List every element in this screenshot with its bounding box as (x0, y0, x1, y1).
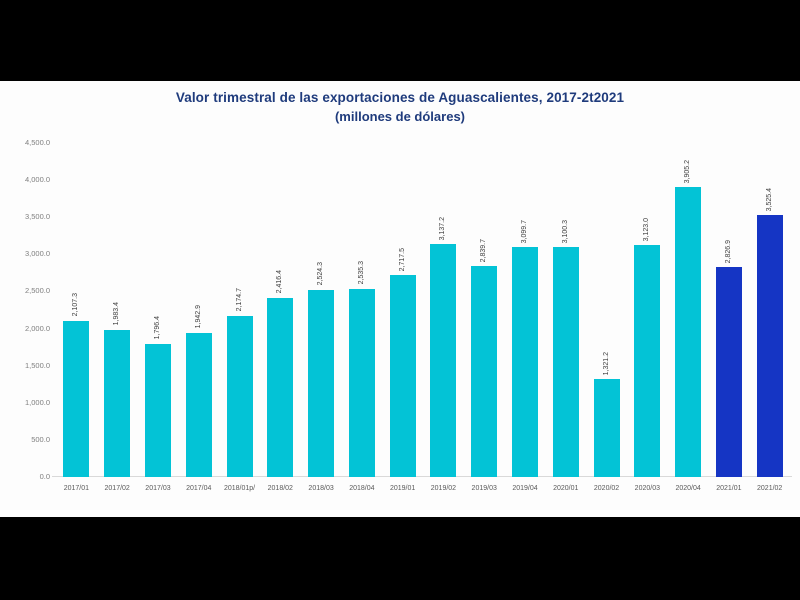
x-tick-label: 2020/01 (553, 485, 579, 492)
x-tick-label: 2018/01p/ (223, 485, 256, 492)
bar-slot: 3,100.3 2020/01 (545, 143, 586, 492)
bar-slot: 1,321.2 2020/02 (586, 143, 627, 492)
bar-slot: 3,905.2 2020/04 (668, 143, 709, 492)
x-tick-label: 2017/01 (63, 485, 90, 492)
bar-slot: 2,826.9 2021/01 (709, 143, 750, 492)
bar-slot: 3,525.4 2021/02 (749, 143, 790, 492)
bar (348, 288, 375, 477)
bar (267, 297, 294, 477)
bar-slot: 1,942.9 2017/04 (178, 143, 219, 492)
x-tick-label: 2017/03 (145, 485, 171, 492)
bar-slot: 3,099.7 2019/04 (505, 143, 546, 492)
x-tick-label: 2020/03 (634, 485, 660, 492)
bar (471, 266, 498, 477)
bar (675, 187, 702, 477)
bar-value-label: 3,137.2 (439, 216, 447, 241)
bar-value-label: 2,535.3 (357, 261, 365, 285)
bar-slot: 1,983.4 2017/02 (97, 143, 138, 492)
bar (226, 315, 253, 477)
bar-slot: 2,839.7 2019/03 (464, 143, 505, 492)
bar (552, 246, 579, 477)
bar (430, 244, 457, 477)
bar-value-label: 3,905.2 (684, 159, 692, 184)
bar (308, 289, 335, 477)
bar (593, 378, 620, 477)
bar-value-label: 2,107.3 (72, 293, 80, 317)
bar-value-label: 2,839.7 (480, 238, 488, 263)
x-tick-label: 2017/02 (104, 485, 130, 492)
y-tick-label: 1,500.0 (24, 360, 50, 370)
x-tick-label: 2020/02 (593, 485, 620, 492)
chart-canvas: Valor trimestral de las exportaciones de… (0, 81, 800, 517)
plot-area: 2,107.3 2017/01 1,983.4 2017/02 1,796.4 2017/… (56, 143, 790, 492)
x-tick-label: 2018/04 (349, 485, 375, 492)
bar-value-label: 1,942.9 (194, 305, 202, 329)
bar (756, 215, 783, 477)
bar-slot: 1,796.4 2017/03 (138, 143, 179, 492)
bar-slot: 3,123.0 2020/03 (627, 143, 668, 492)
y-tick-label: 2,500.0 (24, 286, 50, 296)
bar-value-label: 2,717.5 (398, 247, 406, 272)
bar-value-label: 3,123.0 (643, 217, 651, 242)
bar (63, 320, 90, 477)
bar (104, 329, 131, 477)
x-tick-label: 2020/04 (675, 485, 701, 492)
x-tick-label: 2021/02 (757, 485, 783, 492)
y-tick-label: 1,000.0 (24, 397, 50, 407)
y-tick-label: 3,000.0 (24, 249, 50, 259)
bar (185, 332, 212, 477)
bar-slot: 2,524.3 2018/03 (301, 143, 342, 492)
chart-title: Valor trimestral de las exportaciones de… (175, 90, 625, 105)
bar-value-label: 3,525.4 (765, 187, 773, 212)
bar-value-label: 2,826.9 (724, 239, 732, 264)
bar-slot: 2,535.3 2018/04 (341, 143, 382, 492)
bar-value-label: 1,983.4 (113, 302, 121, 326)
x-tick-label: 2019/01 (389, 485, 416, 492)
x-tick-label: 2018/02 (267, 485, 293, 492)
bar-value-label: 3,100.3 (561, 219, 569, 243)
bar-value-label: 2,174.7 (235, 288, 243, 312)
x-tick-label: 2019/03 (471, 485, 497, 492)
bar-slot: 2,174.7 2018/01p/ (219, 143, 260, 492)
y-axis: 0.0 500.0 1,000.0 1,500.0 2,000.0 2,500.0 3,00… (4, 139, 50, 481)
chart-subtitle: (millones de dólares) (334, 109, 466, 124)
bar (715, 267, 742, 477)
x-tick-label: 2019/04 (512, 485, 538, 492)
bar-value-label: 1,321.2 (602, 351, 610, 375)
y-tick-label: 4,500.0 (24, 138, 50, 147)
x-axis-line (52, 476, 792, 477)
bar-slot: 3,137.2 2019/02 (423, 143, 464, 492)
y-tick-label: 0.0 (39, 472, 50, 481)
x-tick-label: 2021/01 (716, 485, 742, 492)
bar-value-label: 2,416.4 (276, 270, 284, 294)
bar (511, 246, 538, 477)
bar-slot: 2,416.4 2018/02 (260, 143, 301, 492)
x-tick-label: 2017/04 (186, 485, 212, 492)
bar (634, 245, 661, 477)
y-tick-label: 3,500.0 (24, 212, 50, 222)
bar (144, 343, 171, 477)
y-tick-label: 4,000.0 (24, 175, 50, 185)
x-tick-label: 2018/03 (308, 485, 334, 492)
bar-slot: 2,107.3 2017/01 (56, 143, 97, 492)
bar-value-label: 1,796.4 (153, 316, 161, 340)
bar (389, 275, 416, 477)
bar-value-label: 2,524.3 (317, 262, 325, 286)
bar-slot: 2,717.5 2019/01 (382, 143, 423, 492)
x-tick-label: 2019/02 (430, 485, 457, 492)
y-tick-label: 500.0 (31, 434, 50, 444)
bar-value-label: 3,099.7 (520, 219, 528, 243)
y-tick-label: 2,000.0 (24, 323, 50, 333)
